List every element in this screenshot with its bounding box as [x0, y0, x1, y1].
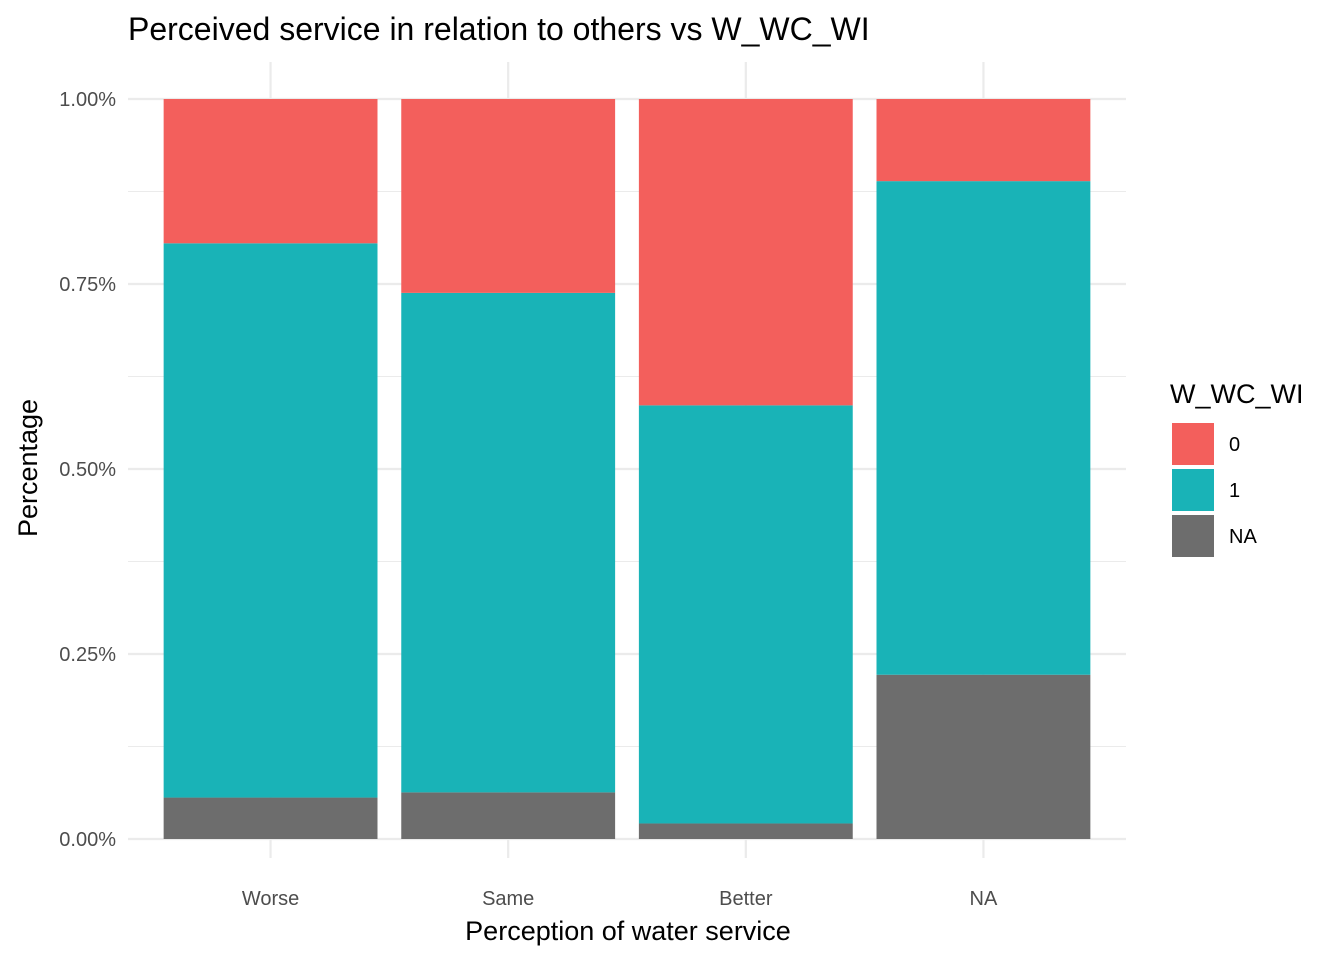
- bar-segment-worse-1: [163, 243, 378, 798]
- x-tick-label: NA: [970, 888, 998, 910]
- bar-segment-better-na: [638, 823, 853, 839]
- bar-segment-na-1: [876, 181, 1091, 675]
- legend-key-0: [1172, 423, 1214, 465]
- legend-label: 1: [1229, 480, 1240, 502]
- y-axis-ticks: 0.00% 0.25% 0.50% 0.75% 1.00%: [59, 89, 116, 851]
- bar-segment-same-na: [401, 792, 616, 839]
- x-axis-ticks: Worse Same Better NA: [242, 888, 998, 910]
- legend-title: W_WC_WI: [1170, 379, 1303, 409]
- y-tick-label: 0.75%: [59, 274, 116, 296]
- chart-title: Perceived service in relation to others …: [128, 11, 870, 47]
- bar-segment-same-1: [401, 292, 616, 793]
- legend-key-na: [1172, 515, 1214, 557]
- bar-segment-better-0: [638, 99, 853, 406]
- y-axis-title: Percentage: [13, 399, 43, 537]
- legend-label: 0: [1229, 434, 1240, 456]
- y-tick-label: 0.00%: [59, 829, 116, 851]
- bar-segment-na-0: [876, 99, 1091, 182]
- x-tick-label: Better: [719, 888, 773, 910]
- bars: [163, 99, 1091, 839]
- legend-items: 0 1 NA: [1172, 423, 1257, 557]
- y-tick-label: 0.50%: [59, 459, 116, 481]
- legend-label: NA: [1229, 526, 1257, 548]
- bar-segment-worse-na: [163, 797, 378, 839]
- bar-segment-better-1: [638, 405, 853, 824]
- x-tick-label: Same: [482, 888, 534, 910]
- legend-key-1: [1172, 469, 1214, 511]
- legend: W_WC_WI 0 1 NA: [1170, 379, 1303, 557]
- bar-segment-na-na: [876, 674, 1091, 839]
- bar-segment-worse-0: [163, 99, 378, 244]
- y-tick-label: 0.25%: [59, 644, 116, 666]
- bar-segment-same-0: [401, 99, 616, 293]
- x-axis-title: Perception of water service: [465, 916, 791, 946]
- y-tick-label: 1.00%: [59, 89, 116, 111]
- x-tick-label: Worse: [242, 888, 299, 910]
